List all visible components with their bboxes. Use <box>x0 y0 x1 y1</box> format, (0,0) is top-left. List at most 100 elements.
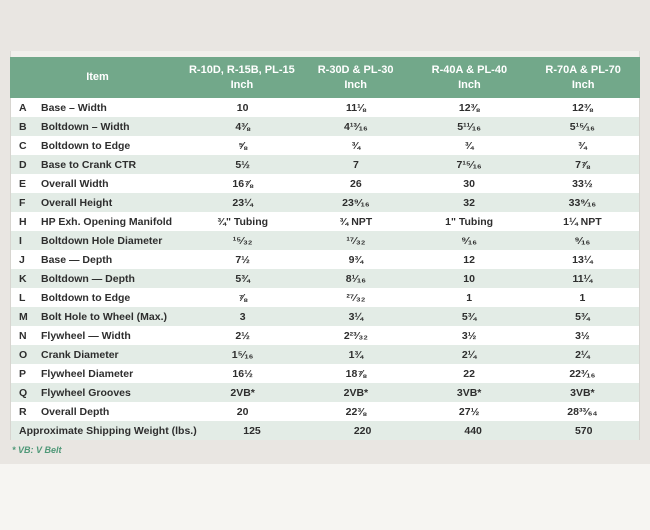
cell-value: 10 <box>236 101 249 114</box>
row-item-label: Boltdown to Edge <box>41 291 131 304</box>
header-col-unit: Inch <box>571 78 595 91</box>
cell-value: 10 <box>463 272 475 285</box>
table-row: J Base — Depth 7½ 9¾ 12 13¼ <box>11 250 639 269</box>
table-header-row: Item R-10D, R-15B, PL-15 Inch R-30D & PL… <box>10 57 640 98</box>
summary-row-label: Approximate Shipping Weight (lbs.) <box>19 424 197 437</box>
row-letter: Q <box>19 386 28 399</box>
row-letter: L <box>19 291 26 304</box>
cell-value: 3½ <box>575 329 590 342</box>
cell-value: 13¼ <box>572 253 593 266</box>
row-item-label: Overall Height <box>41 196 113 209</box>
cell-value: 1 <box>579 291 586 304</box>
table-row: M Bolt Hole to Wheel (Max.) 3 3¼ 5¾ 5¾ <box>11 307 639 326</box>
cell-value: 26 <box>350 177 362 190</box>
row-letter: H <box>19 215 27 228</box>
cell-value: 125 <box>243 424 261 437</box>
cell-value: 11¼ <box>572 272 593 285</box>
row-item-label: Base to Crank CTR <box>41 158 137 171</box>
cell-value: 1⁵⁄₁₆ <box>231 348 254 361</box>
cell-value: 3 <box>239 310 246 323</box>
header-item-label: Item <box>86 71 109 84</box>
row-letter: M <box>19 310 28 323</box>
table-row: E Overall Width 16⅞ 26 30 33½ <box>11 174 639 193</box>
summary-row: Approximate Shipping Weight (lbs.) 125 2… <box>11 421 639 440</box>
table-row: N Flywheel — Width 2½ 2²³⁄₃₂ 3½ 3½ <box>11 326 639 345</box>
row-item-label: HP Exh. Opening Manifold <box>41 215 173 228</box>
header-col-r70a: R-70A & PL-70 Inch <box>526 63 640 93</box>
row-item-label: Overall Depth <box>41 405 110 418</box>
cell-value: ⁹⁄₁₆ <box>574 234 591 247</box>
cell-value: 3VB* <box>570 386 595 399</box>
cell-value: 8¹⁄₁₆ <box>345 272 366 285</box>
cell-value: 440 <box>464 424 482 437</box>
cell-value: 2VB* <box>343 386 369 399</box>
table-row: D Base to Crank CTR 5½ 7 7¹⁵⁄₁₆ 7⅞ <box>11 155 639 174</box>
cell-value: 12 <box>463 253 475 266</box>
cell-value: ¾" Tubing <box>217 215 269 228</box>
cell-value: 12⅜ <box>572 101 593 114</box>
cell-value: 5¾ <box>575 310 590 323</box>
cell-value: 1" Tubing <box>445 215 494 228</box>
cell-value: 2½ <box>235 329 250 342</box>
row-item-label: Bolt Hole to Wheel (Max.) <box>41 310 167 323</box>
row-letter: I <box>19 234 22 247</box>
header-col-name: R-10D, R-15B, PL-15 <box>188 63 295 76</box>
row-letter: D <box>19 158 27 171</box>
cell-value: ¾ NPT <box>339 215 373 228</box>
cell-value: 33½ <box>572 177 593 190</box>
cell-value: ¾ <box>577 139 587 152</box>
table-row: A Base – Width 10 11⅛ 12⅜ 12⅜ <box>11 98 639 117</box>
row-item-label: Flywheel Diameter <box>41 367 134 380</box>
cell-value: ¾ <box>351 139 361 152</box>
table-row: B Boltdown – Width 4⅜ 4¹³⁄₁₆ 5¹¹⁄₁₆ 5¹⁵⁄… <box>11 117 639 136</box>
row-letter: K <box>19 272 27 285</box>
cell-value: 16½ <box>232 367 253 380</box>
table-row: F Overall Height 23¼ 23⁹⁄₁₆ 32 33⁹⁄₁₆ <box>11 193 639 212</box>
table-row: O Crank Diameter 1⁵⁄₁₆ 1¾ 2¼ 2¼ <box>11 345 639 364</box>
row-item-label: Flywheel Grooves <box>41 386 131 399</box>
cell-value: 9¾ <box>348 253 364 266</box>
cell-value: 11⅛ <box>345 101 366 114</box>
row-letter: E <box>19 177 27 190</box>
cell-value: 5½ <box>235 158 250 171</box>
cell-value: 4¹³⁄₁₆ <box>344 120 368 133</box>
cell-value: 4⅜ <box>235 120 250 133</box>
cell-value: 20 <box>236 405 249 418</box>
table-row: H HP Exh. Opening Manifold ¾" Tubing ¾ N… <box>11 212 639 231</box>
row-item-label: Boltdown — Depth <box>41 272 135 285</box>
cell-value: 7¹⁵⁄₁₆ <box>456 158 482 171</box>
cell-value: 2VB* <box>230 386 255 399</box>
row-item-label: Base – Width <box>41 101 107 114</box>
row-letter: N <box>19 329 27 342</box>
row-item-label: Boltdown to Edge <box>41 139 131 152</box>
spec-table: Item R-10D, R-15B, PL-15 Inch R-30D & PL… <box>10 51 640 455</box>
cell-value: 2¼ <box>575 348 590 361</box>
row-letter: B <box>19 120 27 133</box>
table-row: C Boltdown to Edge ⅝ ¾ ¾ ¾ <box>11 136 639 155</box>
row-letter: P <box>19 367 27 380</box>
cell-value: 16⅞ <box>232 177 253 190</box>
page-lower-background <box>0 464 650 530</box>
cell-value: 5¹¹⁄₁₆ <box>457 120 481 133</box>
table-row: Q Flywheel Grooves 2VB* 2VB* 3VB* 3VB* <box>11 383 639 402</box>
header-col-name: R-70A & PL-70 <box>545 63 621 76</box>
cell-value: 12⅜ <box>458 101 480 114</box>
header-col-r30d: R-30D & PL-30 Inch <box>299 63 413 93</box>
cell-value: 3VB* <box>456 386 482 399</box>
table-row: K Boltdown — Depth 5¾ 8¹⁄₁₆ 10 11¼ <box>11 269 639 288</box>
cell-value: 33⁹⁄₁₆ <box>568 196 597 209</box>
cell-value: 18⅞ <box>345 367 367 380</box>
row-item-label: Boltdown Hole Diameter <box>41 234 163 247</box>
row-letter: J <box>19 253 25 266</box>
header-col-r10d: R-10D, R-15B, PL-15 Inch <box>185 63 299 93</box>
cell-value: 5¾ <box>235 272 250 285</box>
cell-value: ¾ <box>464 139 474 152</box>
row-letter: C <box>19 139 27 152</box>
cell-value: ²⁷⁄₃₂ <box>346 291 366 304</box>
cell-value: 22⅜ <box>345 405 367 418</box>
table-body: A Base – Width 10 11⅛ 12⅜ 12⅜ B Boltdown… <box>10 98 640 440</box>
cell-value: 220 <box>353 424 372 437</box>
cell-value: 23¼ <box>232 196 253 209</box>
table-row: P Flywheel Diameter 16½ 18⅞ 22 22³⁄₁₆ <box>11 364 639 383</box>
cell-value: 22³⁄₁₆ <box>569 367 596 380</box>
